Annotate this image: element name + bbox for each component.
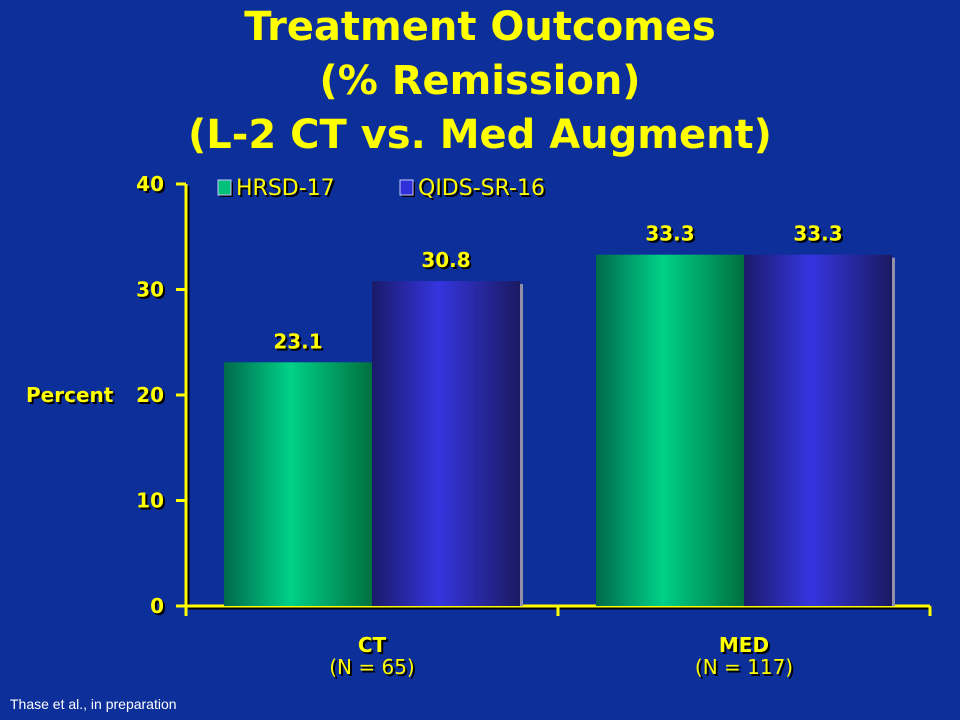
data-label-text: 33.3 — [645, 222, 694, 246]
data-label-shadow: 33.3 — [647, 224, 696, 248]
data-label-text: 33.3 — [793, 222, 842, 246]
y-tick-label: 00 — [150, 594, 166, 620]
data-label-shadow: 30.8 — [423, 250, 472, 274]
legend-label-shadow: QIDS-SR-16 — [420, 178, 547, 203]
data-label-text: 23.1 — [273, 329, 322, 353]
bar-hrsd-17-ct — [224, 362, 372, 606]
x-category-sublabel: (N = 117)(N = 117) — [695, 655, 795, 681]
data-label-shadow: 33.3 — [795, 224, 844, 248]
y-tick-label-text: 40 — [136, 172, 164, 196]
x-category-sublabel-text: (N = 65) — [329, 655, 415, 679]
y-axis-label-text: Percent — [26, 383, 114, 407]
legend-label-text: HRSD-17 — [236, 176, 335, 201]
legend-swatch-qids-sr-16 — [399, 179, 414, 196]
title-line-1: Treatment Outcomes — [244, 4, 716, 50]
y-tick-label-shadow: 20 — [138, 385, 166, 409]
x-category-sublabel-text: (N = 117) — [695, 655, 793, 679]
y-tick-label-text: 20 — [136, 383, 164, 407]
citation: Thase et al., in preparation — [10, 696, 177, 712]
x-category-label-text: CT — [358, 633, 387, 657]
bar-hrsd-17-med — [596, 254, 744, 606]
data-label: 30.830.8 — [421, 248, 472, 274]
y-tick-label-text: 10 — [136, 489, 164, 513]
y-tick-label-shadow: 30 — [138, 280, 166, 304]
title-line-3: (L-2 CT vs. Med Augment) — [188, 112, 772, 158]
data-label: 33.333.3 — [645, 222, 696, 248]
x-category-sublabel-shadow: (N = 65) — [331, 657, 417, 681]
data-label: 23.123.1 — [273, 329, 324, 355]
y-tick-label-shadow: 0 — [152, 596, 166, 620]
bar-qids-sr-16-ct — [372, 281, 520, 606]
slide-title: Treatment Outcomes (% Remission) (L-2 CT… — [0, 0, 960, 162]
y-tick-label-shadow: 40 — [138, 174, 166, 198]
legend-label-text: QIDS-SR-16 — [418, 176, 545, 201]
title-line-2: (% Remission) — [319, 58, 641, 104]
chart-bars — [224, 254, 895, 606]
data-label-shadow: 23.1 — [275, 331, 324, 355]
data-label: 33.333.3 — [793, 222, 844, 248]
data-label-text: 30.8 — [421, 248, 470, 272]
y-axis-label-shadow: Percent — [28, 385, 116, 409]
x-category-label-shadow: CT — [360, 635, 389, 659]
x-category-label-shadow: MED — [721, 635, 771, 659]
legend-swatch-hrsd-17 — [217, 179, 232, 196]
y-tick-label-text: 30 — [136, 278, 164, 302]
legend-label-shadow: HRSD-17 — [238, 178, 337, 203]
x-category-sublabel: (N = 65)(N = 65) — [329, 655, 417, 681]
y-tick-label-text: 0 — [150, 594, 164, 618]
x-category-sublabel-shadow: (N = 117) — [697, 657, 795, 681]
bar-qids-sr-16-med — [744, 254, 892, 606]
y-tick-label-shadow: 10 — [138, 491, 166, 515]
x-category-label-text: MED — [719, 633, 769, 657]
